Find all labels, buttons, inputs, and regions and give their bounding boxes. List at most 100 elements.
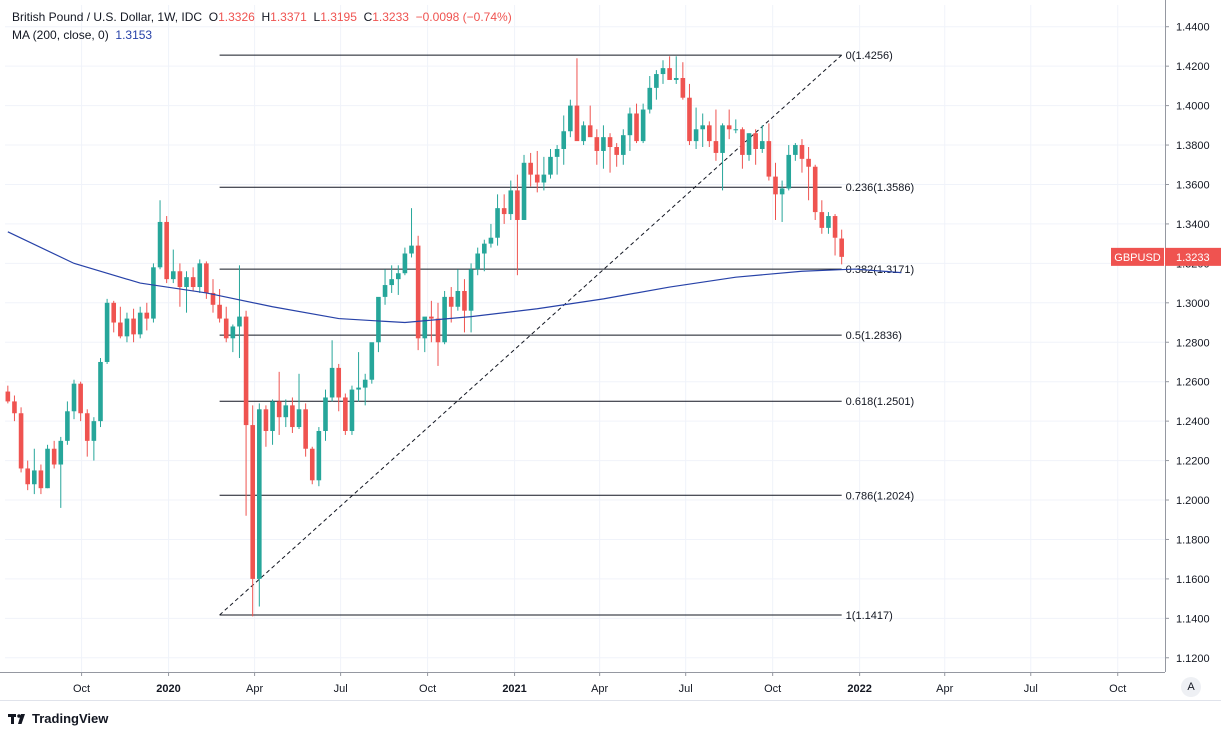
candle	[32, 448, 37, 495]
candle-body	[98, 361, 103, 422]
candle	[448, 287, 454, 323]
candle	[819, 200, 825, 234]
candle	[733, 119, 739, 134]
last-price-label: GBPUSD 1.3233	[1111, 247, 1221, 266]
high-label: H	[261, 10, 271, 24]
price-axis[interactable]: 1.1200 1.1400 1.1600 1.1800 1.2000 1.2200 1.24…	[1165, 0, 1221, 733]
candle	[38, 464, 44, 495]
candle-body	[561, 131, 567, 149]
x-tick-label: 2022	[847, 683, 871, 695]
candle-body	[91, 421, 97, 441]
x-tick-label: Jul	[1024, 683, 1038, 695]
candle-body	[170, 271, 176, 280]
x-tick-label: Jul	[679, 683, 693, 695]
brand-footer[interactable]: TradingView	[8, 711, 108, 726]
candle	[541, 156, 547, 191]
candle-body	[475, 253, 480, 270]
chart-legend: British Pound / U.S. Dollar, 1W, IDC O1.…	[12, 8, 512, 44]
candle-body	[177, 271, 183, 288]
candle	[561, 115, 567, 165]
candle-body	[395, 273, 401, 280]
candle-body	[323, 397, 328, 431]
candle-body	[164, 221, 169, 280]
x-tick-label: 2020	[156, 683, 180, 695]
x-tick-label: Apr	[246, 683, 263, 695]
last-price-symbol-bg	[1111, 247, 1164, 266]
candle-body	[786, 154, 792, 189]
candle-body	[329, 367, 335, 398]
candle-body	[548, 156, 553, 175]
candle	[495, 194, 500, 246]
candle-body	[501, 208, 507, 215]
fib-level-label: 0.786(1.2024)	[846, 490, 915, 502]
candle-body	[230, 326, 236, 339]
candle	[660, 60, 666, 84]
candle-body	[660, 68, 666, 75]
candle	[548, 148, 553, 179]
auto-scale-button[interactable]: A	[1181, 677, 1201, 697]
candle-body	[204, 263, 209, 293]
candle	[627, 107, 633, 151]
candle-body	[740, 129, 745, 155]
fib-level-label: 1(1.1417)	[846, 610, 893, 622]
candle-body	[151, 267, 156, 319]
candle-body	[217, 304, 222, 319]
candle-body	[429, 316, 434, 319]
candle	[78, 381, 83, 422]
candle	[382, 269, 388, 305]
y-tick-label: 1.2200	[1176, 456, 1210, 468]
brand-name: TradingView	[32, 711, 109, 726]
candle-body	[793, 145, 798, 155]
candle	[707, 121, 712, 148]
candle-body	[190, 277, 196, 288]
fib-level-label: 0(1.4256)	[846, 50, 893, 62]
candle	[84, 409, 90, 457]
candle	[826, 212, 831, 234]
fib-level-label: 0.618(1.2501)	[846, 396, 915, 408]
candle	[799, 139, 805, 173]
candle-body	[409, 245, 414, 254]
candle	[276, 371, 282, 435]
candle	[759, 125, 765, 153]
close-value: 1.3233	[372, 10, 409, 24]
low-label: L	[313, 10, 321, 24]
candle	[157, 200, 163, 270]
candle-body	[528, 162, 533, 175]
y-tick-label: 1.4200	[1176, 61, 1210, 73]
candle-body	[263, 409, 269, 431]
price-axis-bg	[1165, 0, 1221, 733]
low-value: 1.3195	[320, 10, 357, 24]
time-axis[interactable]: Oct 2020 Apr Jul Oct 2021 Apr Jul Oct 2022 Apr Jul O…	[0, 672, 1221, 701]
x-tick-label: Oct	[764, 683, 781, 695]
candle	[634, 103, 639, 144]
candle-body	[157, 221, 163, 268]
candle	[534, 150, 540, 193]
candle-body	[508, 190, 514, 215]
candle-body	[455, 290, 461, 307]
candle	[488, 223, 494, 248]
candle	[693, 107, 699, 149]
candle-body	[654, 74, 659, 88]
candle-body	[495, 208, 500, 238]
candle-body	[673, 77, 679, 80]
candle	[793, 143, 798, 161]
candle-body	[627, 113, 633, 136]
candle-body	[223, 318, 229, 339]
candle-body	[733, 129, 739, 131]
candle-body	[574, 105, 580, 142]
candle-body	[250, 425, 255, 579]
y-tick-label: 1.1800	[1176, 534, 1210, 546]
candle	[210, 279, 216, 313]
candle-body	[806, 158, 811, 167]
candlestick-series	[5, 56, 844, 617]
candle	[773, 162, 778, 220]
candle	[607, 133, 613, 173]
candle	[587, 105, 593, 138]
candle	[18, 407, 24, 473]
candle-body	[647, 87, 653, 110]
candle-body	[303, 409, 308, 449]
fib-level-label: 0.5(1.2836)	[846, 330, 902, 342]
candle-body	[382, 285, 388, 297]
